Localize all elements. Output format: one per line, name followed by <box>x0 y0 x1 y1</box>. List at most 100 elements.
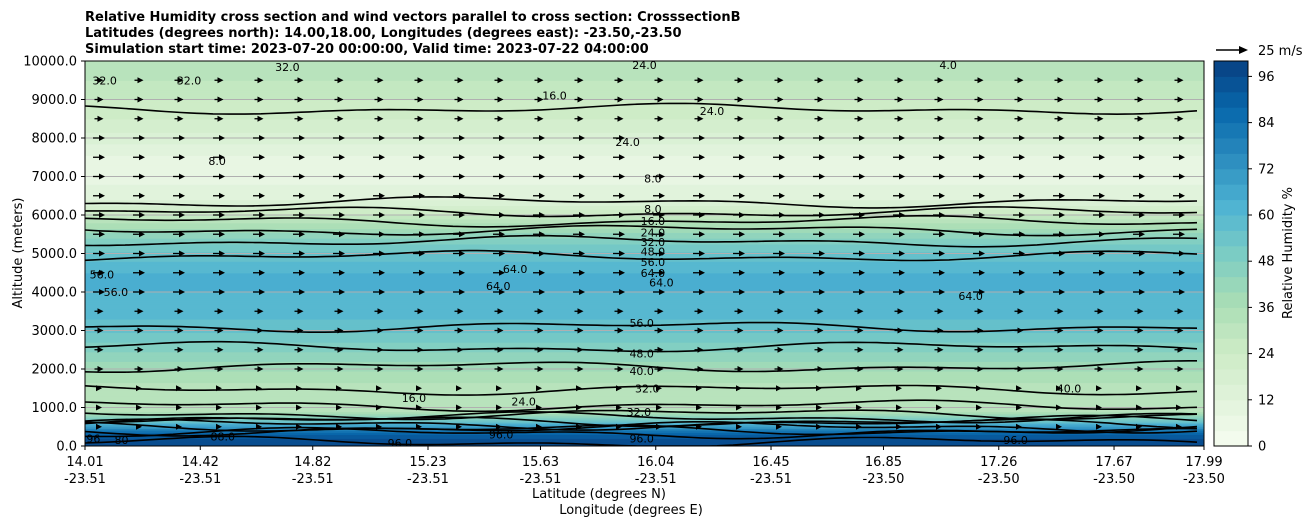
wind-vector-head <box>657 77 664 84</box>
contour-label: 32.0 <box>275 61 300 74</box>
humidity-band <box>85 116 1204 120</box>
humidity-band <box>85 72 1204 76</box>
humidity-band <box>85 76 1204 79</box>
wind-vector-head <box>739 173 745 180</box>
humidity-band <box>85 330 1204 334</box>
contour-label: 64.0 <box>958 290 983 303</box>
wind-vector-head <box>136 404 142 411</box>
wind-vector-head <box>657 327 664 334</box>
wind-vector-head <box>256 423 262 430</box>
wind-vector-head <box>899 231 905 238</box>
colorbar-segment <box>1214 245 1248 262</box>
contour-label: 32.0 <box>641 236 666 249</box>
wind-vector-head <box>579 154 585 161</box>
colorbar-segment <box>1214 76 1248 93</box>
wind-vector-head <box>779 289 785 295</box>
wind-vector-head <box>497 115 504 122</box>
wind-vector-head <box>1177 308 1184 315</box>
wind-vector-head <box>139 250 145 257</box>
wind-vector-head <box>299 231 305 238</box>
humidity-band <box>85 170 1204 174</box>
humidity-band <box>85 342 1204 345</box>
wind-vector-head <box>499 289 505 295</box>
wind-vector-head <box>299 135 305 141</box>
wind-vector-head <box>139 154 145 161</box>
wind-vector-head <box>337 366 344 372</box>
wind-vector-head <box>939 212 945 218</box>
colorbar-tick-label: 84 <box>1258 116 1275 131</box>
wind-vector-head <box>897 96 904 103</box>
wind-vector-head <box>457 77 464 84</box>
wind-vector-head <box>419 250 425 257</box>
wind-vector-head <box>299 250 305 257</box>
wind-vector-head <box>497 327 504 334</box>
wind-vector-head <box>819 250 825 257</box>
wind-vector-head <box>379 212 385 218</box>
wind-vector-head <box>457 366 464 372</box>
wind-vector-head <box>779 269 785 276</box>
x-tick-label-latitude: 17.99 <box>1185 455 1222 470</box>
humidity-band <box>85 265 1204 268</box>
wind-vector-head <box>219 154 225 161</box>
wind-vector-head <box>1139 212 1145 218</box>
wind-vector-head <box>539 269 545 276</box>
wind-vector-head <box>176 385 182 392</box>
wind-vector-head <box>1059 154 1065 161</box>
contour-label: 56.0 <box>104 286 129 299</box>
wind-vector-head <box>779 250 785 257</box>
humidity-band <box>85 191 1204 195</box>
contour-line <box>85 321 1198 333</box>
wind-vector-head <box>417 115 424 122</box>
wind-vector-head <box>1059 173 1065 180</box>
wind-vector-head <box>577 346 584 353</box>
wind-vector-head <box>816 423 822 430</box>
wind-vector-head <box>659 269 665 276</box>
wind-vector-head <box>217 77 224 84</box>
wind-vector-head <box>179 173 185 180</box>
wind-vector-head <box>579 135 585 141</box>
humidity-band <box>85 286 1204 289</box>
wind-vector-head <box>216 423 222 430</box>
wind-vector-head <box>257 308 264 315</box>
contour-label: 48.0 <box>641 246 666 259</box>
wind-vector-head <box>817 366 824 372</box>
wind-vector-head <box>699 269 705 276</box>
wind-vector-head <box>419 135 425 141</box>
wind-vector-head <box>777 327 784 334</box>
humidity-band <box>85 122 1204 126</box>
wind-vector-head <box>177 77 184 84</box>
humidity-band <box>85 420 1204 424</box>
wind-vector-head <box>776 423 782 430</box>
wind-vector-head <box>539 231 545 238</box>
wind-vector-head <box>617 77 624 84</box>
wind-vector-head <box>937 366 944 372</box>
wind-vector-head <box>816 385 822 392</box>
colorbar-segment <box>1214 61 1248 77</box>
humidity-band <box>85 315 1204 318</box>
wind-vector-head <box>936 423 942 430</box>
wind-vector-head <box>1139 289 1145 295</box>
wind-vector-head <box>979 212 985 218</box>
x-tick-label-longitude: -23.50 <box>1183 472 1225 487</box>
humidity-band <box>85 313 1204 316</box>
humidity-band <box>85 245 1204 249</box>
wind-vector-head <box>457 346 464 353</box>
wind-vector-head <box>337 96 344 103</box>
wind-vector-head <box>459 154 465 161</box>
humidity-band <box>85 318 1204 322</box>
wind-vector-head <box>1177 96 1184 103</box>
contour-label: 56.0 <box>641 256 666 269</box>
humidity-band <box>85 163 1204 166</box>
colorbar-segment <box>1214 276 1248 293</box>
wind-vector-head <box>419 212 425 218</box>
humidity-band <box>85 340 1204 343</box>
x-tick-label-longitude: -23.50 <box>863 472 905 487</box>
humidity-band <box>85 263 1204 266</box>
wind-vector-head <box>1019 154 1025 161</box>
wind-vector-head <box>299 212 305 218</box>
wind-vector-head <box>256 385 262 392</box>
wind-vector-head <box>219 135 225 141</box>
contour-label: 88.0 <box>211 430 236 443</box>
wind-vector-head <box>699 173 705 180</box>
